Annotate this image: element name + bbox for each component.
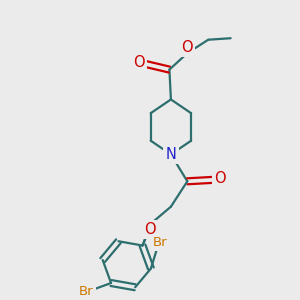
Text: N: N (166, 147, 176, 162)
Text: O: O (144, 222, 156, 237)
Text: O: O (214, 171, 225, 186)
Text: O: O (133, 55, 145, 70)
Text: Br: Br (153, 236, 167, 249)
Text: O: O (182, 40, 193, 55)
Text: Br: Br (79, 286, 94, 298)
